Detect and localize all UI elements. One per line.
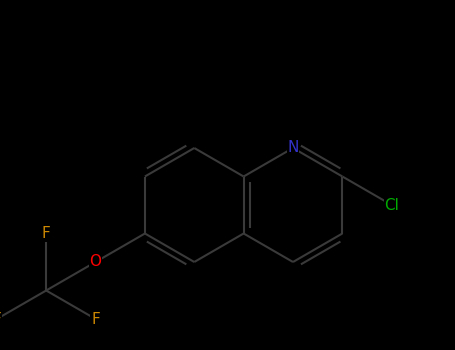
Text: F: F bbox=[91, 312, 100, 327]
Text: N: N bbox=[287, 140, 298, 155]
Text: O: O bbox=[90, 254, 101, 270]
Text: Cl: Cl bbox=[384, 197, 399, 212]
Text: F: F bbox=[0, 312, 1, 327]
Text: F: F bbox=[42, 226, 51, 241]
